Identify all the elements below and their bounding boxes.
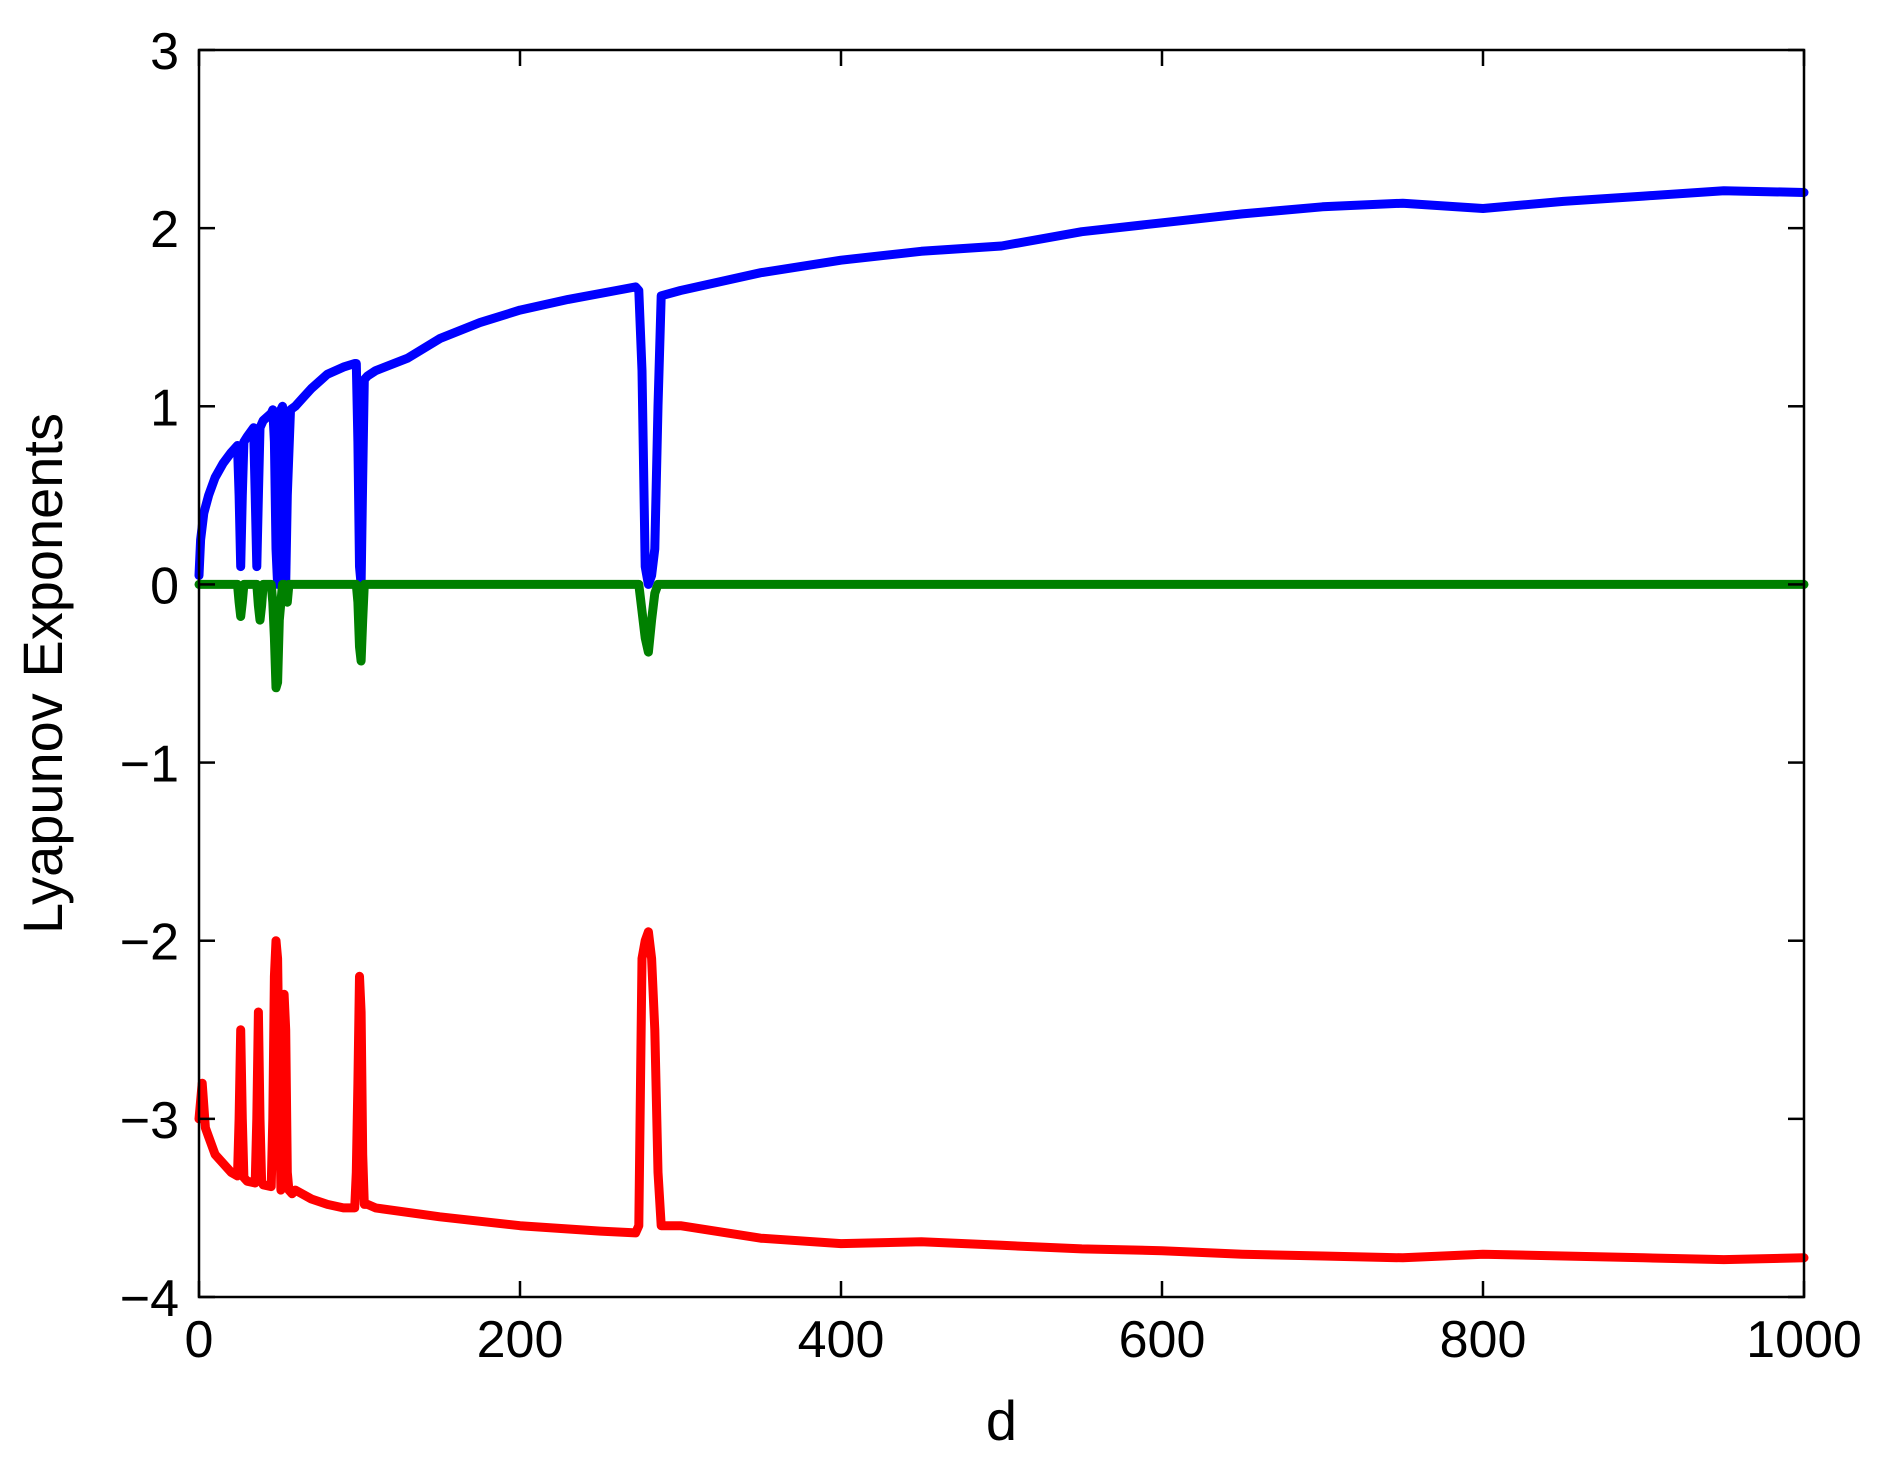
y-tick-label: 1 bbox=[150, 379, 179, 437]
series-line-2 bbox=[194, 927, 1809, 1265]
y-tick-label: −4 bbox=[120, 1270, 179, 1328]
y-axis-label: Lyapunov Exponents bbox=[11, 413, 74, 934]
x-tick-label: 600 bbox=[1119, 1311, 1206, 1369]
x-tick-label: 0 bbox=[185, 1311, 214, 1369]
x-tick-label: 200 bbox=[477, 1311, 564, 1369]
y-tick-label: 2 bbox=[150, 201, 179, 259]
y-tick-label: −1 bbox=[120, 736, 179, 794]
y-tick-label: −2 bbox=[120, 914, 179, 972]
series-layer bbox=[194, 186, 1809, 1265]
tick-layer: 0 200 400 600 800 1000 −4 −3 −2 −1 0 1 2 3 bbox=[120, 23, 1862, 1369]
y-tick-label: 0 bbox=[150, 557, 179, 615]
series-line-1 bbox=[194, 579, 1809, 693]
x-tick-label: 800 bbox=[1440, 1311, 1527, 1369]
y-tick-label: −3 bbox=[120, 1092, 179, 1150]
x-tick-label: 1000 bbox=[1746, 1311, 1862, 1369]
plot-frame bbox=[197, 48, 1806, 1299]
x-tick-label: 400 bbox=[798, 1311, 885, 1369]
series-line-0 bbox=[194, 186, 1809, 589]
y-tick-label: 3 bbox=[150, 23, 179, 81]
x-axis-label: d bbox=[986, 1389, 1017, 1452]
